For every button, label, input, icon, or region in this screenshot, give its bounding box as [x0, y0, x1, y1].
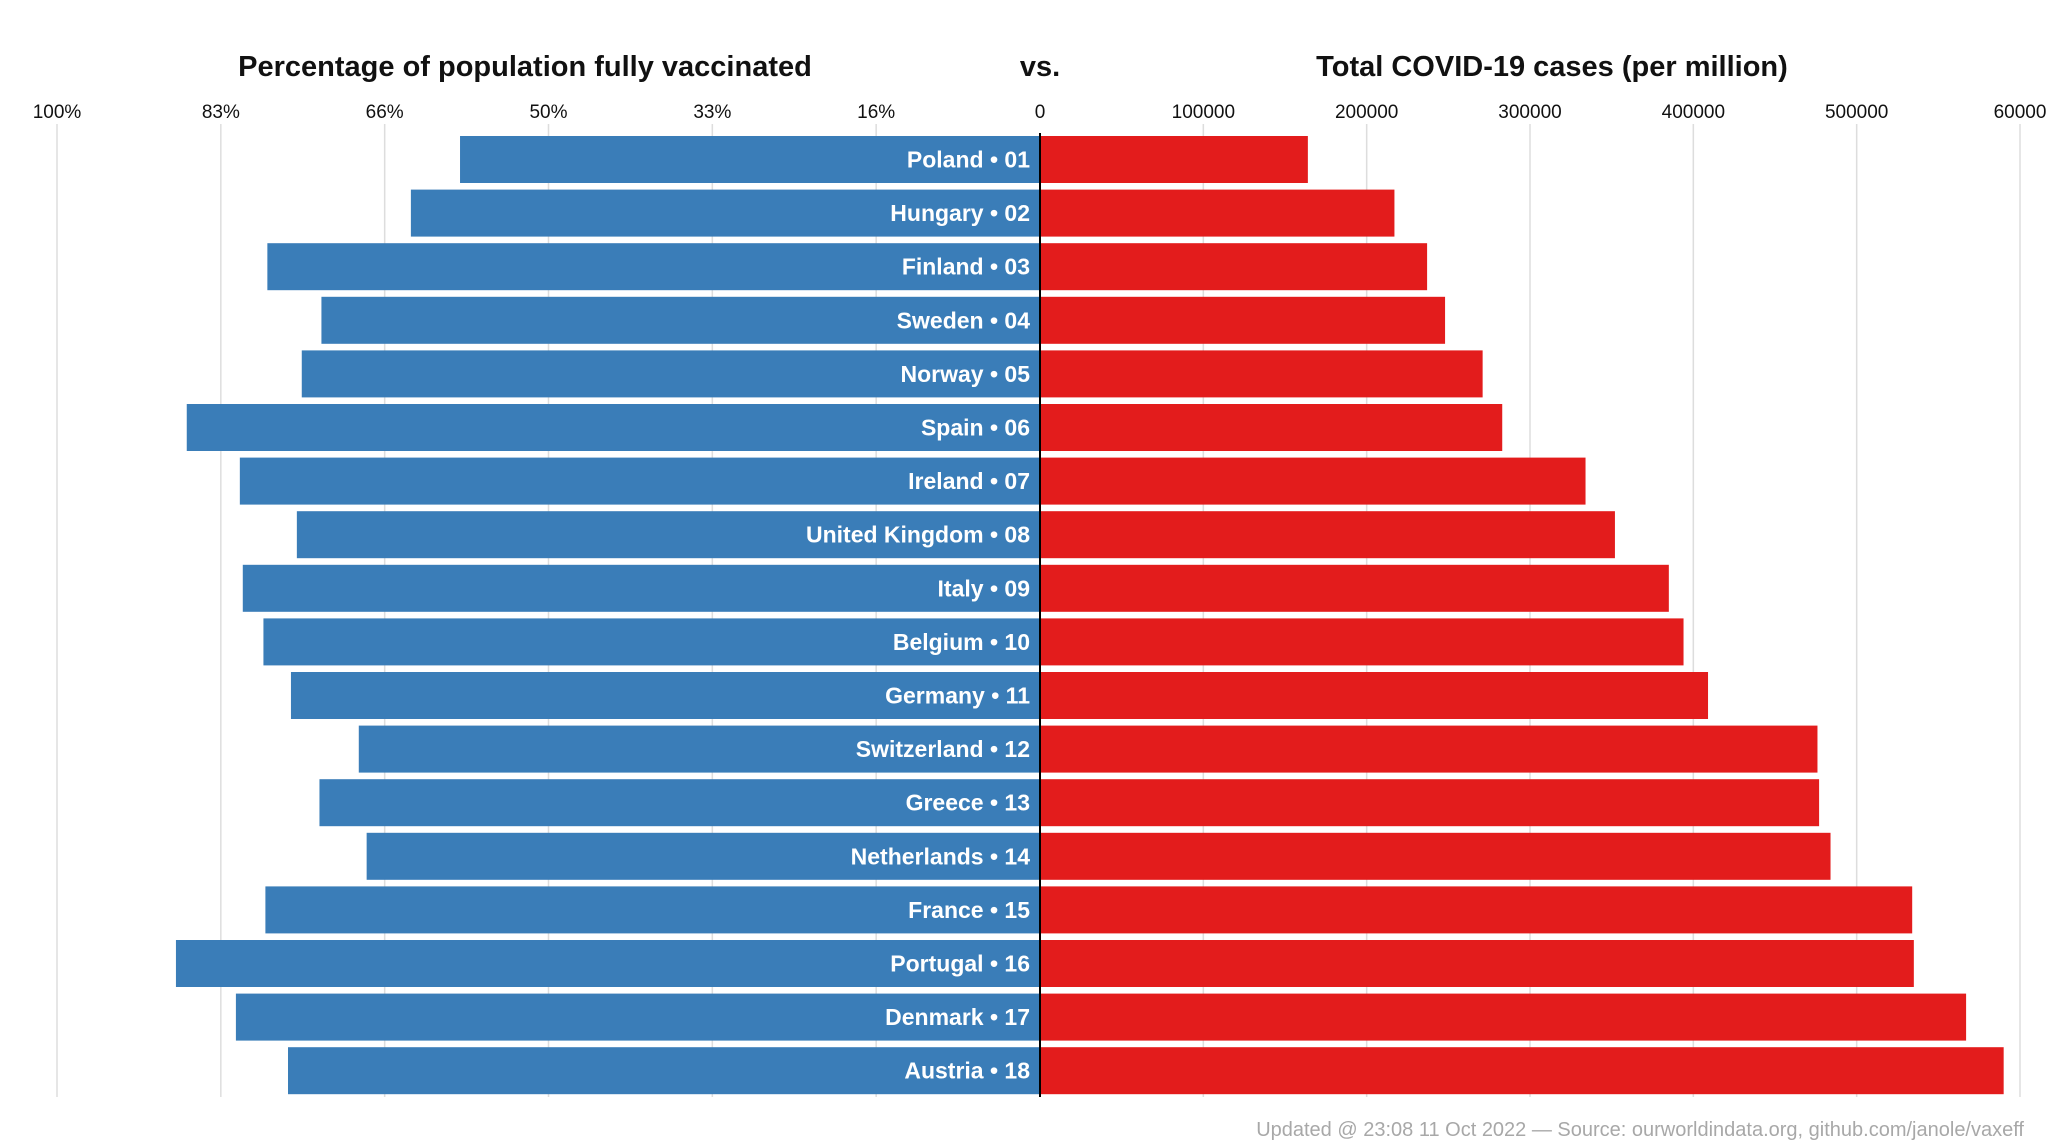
- cases-bar: [1040, 618, 1684, 666]
- country-label: Norway • 05: [901, 361, 1031, 387]
- right-axis-tick: 300000: [1498, 102, 1561, 123]
- vaccinated-bar: [288, 1047, 1040, 1095]
- vaccinated-bar: [290, 672, 1041, 719]
- country-label: Switzerland • 12: [856, 736, 1030, 762]
- cases-bar: [1040, 940, 1914, 987]
- source-footnote: Updated @ 23:08 11 Oct 2022 — Source: ou…: [1256, 1119, 2024, 1140]
- left-axis-tick: 33%: [693, 102, 731, 123]
- cases-bar: [1040, 404, 1503, 451]
- country-label: Germany • 11: [885, 683, 1030, 709]
- left-axis-tick: 100%: [33, 102, 82, 123]
- cases-bar: [1040, 672, 1709, 719]
- country-label: France • 15: [908, 897, 1030, 923]
- cases-bar: [1040, 511, 1615, 559]
- vaccinated-bar: [301, 350, 1041, 398]
- cases-bar: [1040, 725, 1818, 773]
- vaccinated-bar: [358, 725, 1040, 773]
- right-axis-tick: 200000: [1335, 102, 1398, 123]
- right-axis-tick: 100000: [1172, 102, 1235, 123]
- right-title: Total COVID-19 cases (per million): [1316, 51, 1788, 83]
- country-label: Greece • 13: [906, 790, 1030, 816]
- cases-bar: [1040, 993, 1967, 1041]
- vaccinated-bar: [321, 296, 1040, 344]
- country-label: Netherlands • 14: [851, 843, 1031, 869]
- cases-bar: [1040, 189, 1395, 237]
- cases-bar: [1040, 1047, 2004, 1095]
- right-axis-tick: 400000: [1662, 102, 1725, 123]
- country-label: Spain • 06: [921, 415, 1030, 441]
- vaccinated-bar: [460, 136, 1040, 183]
- vaccinated-bar: [186, 404, 1041, 451]
- vaccinated-bar: [296, 511, 1040, 559]
- cases-bar: [1040, 457, 1586, 505]
- left-title: Percentage of population fully vaccinate…: [238, 51, 812, 83]
- bars: [175, 136, 2004, 1095]
- vaccinated-bar: [235, 993, 1040, 1041]
- cases-bar: [1040, 886, 1913, 934]
- country-label: Austria • 18: [904, 1058, 1030, 1084]
- left-axis-tick: 83%: [202, 102, 240, 123]
- bar-labels: Poland • 01 Hungary • 02 Finland • 03 Swede…: [806, 147, 1030, 1084]
- vaccinated-bar: [410, 189, 1040, 237]
- vaccinated-bar: [263, 618, 1040, 666]
- vaccinated-bar: [366, 832, 1040, 880]
- cases-bar: [1040, 243, 1428, 291]
- country-label: Finland • 03: [902, 254, 1030, 280]
- vaccinated-bar: [267, 243, 1040, 291]
- country-label: Portugal • 16: [890, 951, 1030, 977]
- country-label: Italy • 09: [938, 575, 1030, 601]
- vaccinated-bar: [319, 779, 1040, 827]
- vaccinated-bar: [175, 940, 1040, 987]
- country-label: Denmark • 17: [885, 1004, 1030, 1030]
- country-label: Hungary • 02: [890, 200, 1030, 226]
- left-axis-tick: 66%: [366, 102, 404, 123]
- country-label: Belgium • 10: [893, 629, 1030, 655]
- left-axis-tick: 16%: [857, 102, 895, 123]
- country-label: Poland • 01: [907, 147, 1030, 173]
- country-label: Sweden • 04: [897, 307, 1031, 333]
- cases-bar: [1040, 296, 1446, 344]
- left-axis-tick: 50%: [529, 102, 567, 123]
- country-label: Ireland • 07: [908, 468, 1030, 494]
- vaccinated-bar: [239, 457, 1040, 505]
- right-axis-tick: 60000: [1994, 102, 2047, 123]
- cases-bar: [1040, 779, 1820, 827]
- right-axis-tick: 500000: [1825, 102, 1888, 123]
- cases-bar: [1040, 832, 1831, 880]
- vaccinated-bar: [242, 564, 1041, 612]
- axis-ticks: 100% 83% 66% 50% 33% 16% 0 100000 200000 300000 40…: [33, 102, 2047, 123]
- vaccinated-bar: [265, 886, 1040, 934]
- cases-bar: [1040, 564, 1669, 612]
- country-label: United Kingdom • 08: [806, 522, 1030, 548]
- cases-bar: [1040, 350, 1483, 398]
- cases-bar: [1040, 136, 1308, 183]
- vs-label: vs.: [1020, 51, 1060, 83]
- left-axis-tick: 0: [1035, 102, 1046, 123]
